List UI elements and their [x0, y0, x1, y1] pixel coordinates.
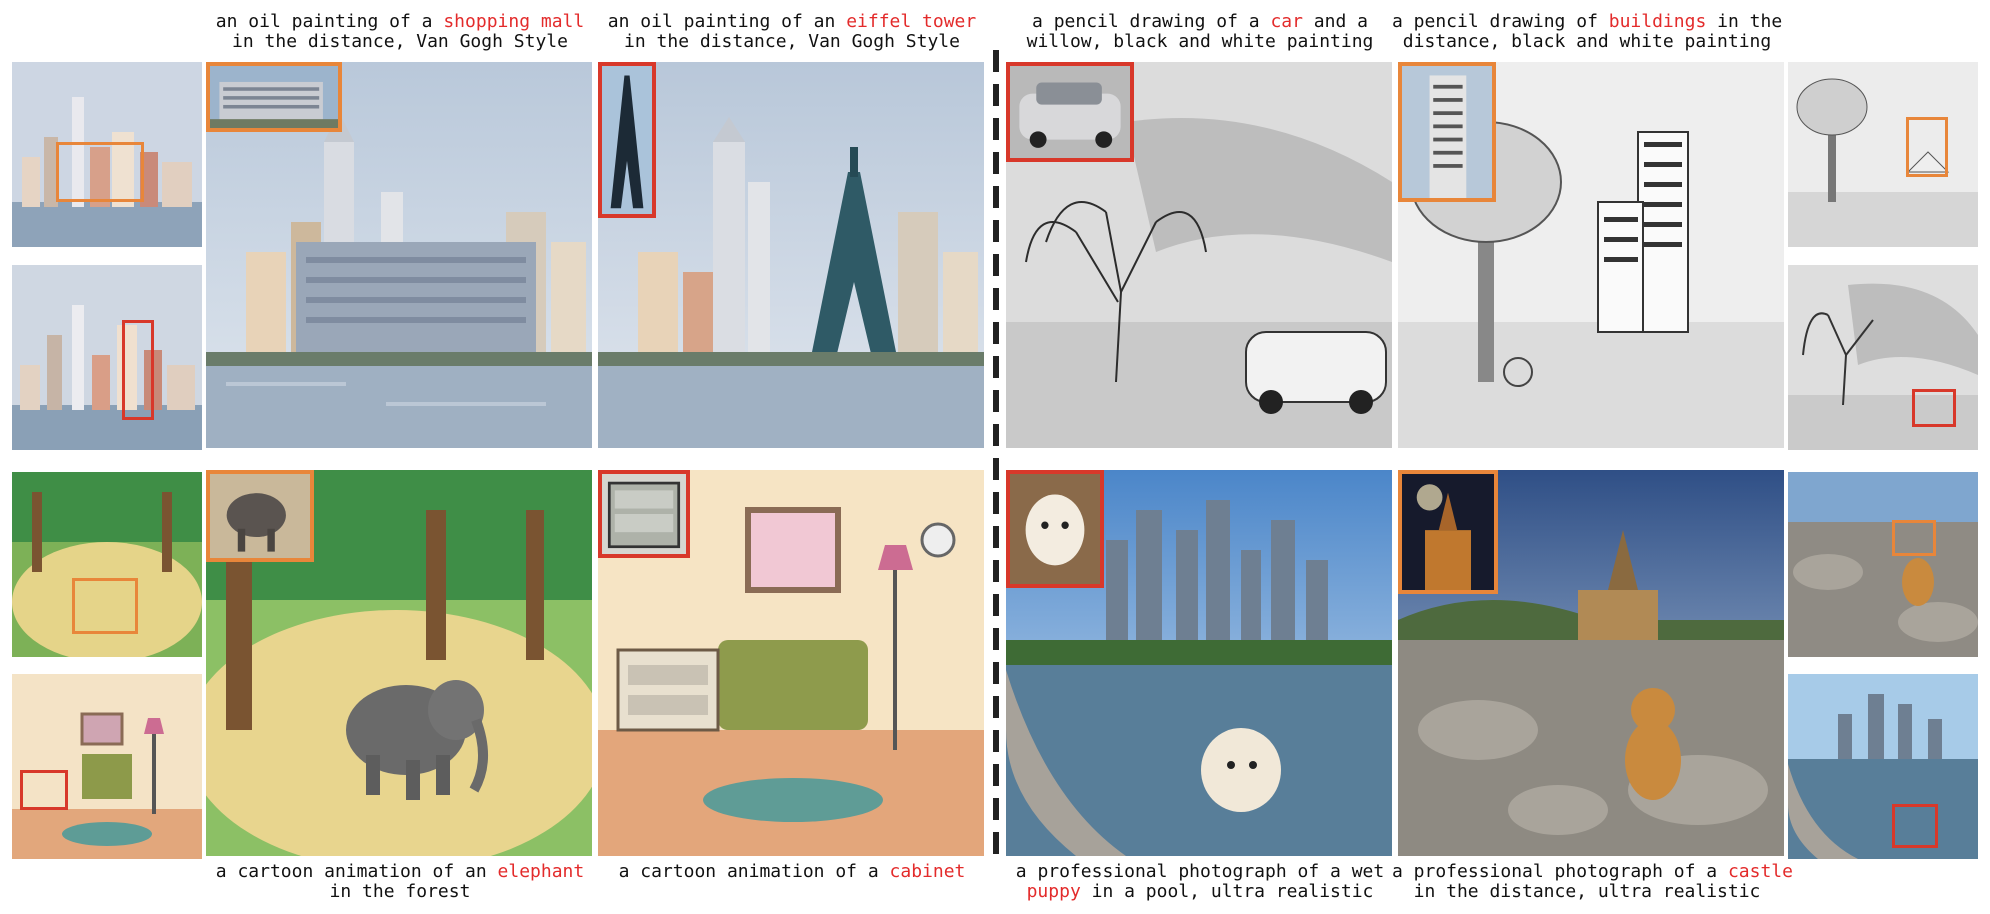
caption-top-4: a pencil drawing of buildings in the dis… [1392, 11, 1783, 52]
shopping-mall-reference-inset [206, 62, 342, 132]
elephant-reference-inset [206, 470, 314, 562]
caption-top-1: an oil painting of a shopping mall in th… [215, 11, 585, 52]
oil-painting-eiffel-tower-image [598, 62, 984, 448]
caption-top-3: a pencil drawing of a car and a willow, … [1026, 11, 1374, 52]
car-reference-inset [1006, 62, 1134, 162]
forest-layout-thumb [12, 472, 202, 657]
pencil-drawing-buildings-image [1398, 62, 1784, 448]
caption-bottom-2: a cartoon animation of a cabinet [618, 861, 966, 882]
room-layout-thumb [12, 674, 202, 859]
cartoon-elephant-forest-image [206, 470, 592, 856]
dashed-divider [993, 50, 999, 858]
pencil-layout-thumb-1 [1788, 62, 1978, 247]
photo-castle-teddy-image [1398, 470, 1784, 856]
eiffel-tower-reference-inset [598, 62, 656, 218]
caption-bottom-3: a professional photograph of a wet puppy… [1015, 861, 1385, 902]
caption-bottom-4: a professional photograph of a castle in… [1392, 861, 1793, 902]
city-layout-thumb-2 [12, 265, 202, 450]
city-layout-thumb-1 [12, 62, 202, 247]
caption-top-2: an oil painting of an eiffel tower in th… [607, 11, 977, 52]
puppy-reference-inset [1006, 470, 1104, 588]
buildings-reference-inset [1398, 62, 1496, 202]
oil-painting-shopping-mall-image [206, 62, 592, 448]
photo-wet-puppy-pool-image [1006, 470, 1392, 856]
pencil-layout-thumb-2 [1788, 265, 1978, 450]
pool-layout-thumb [1788, 674, 1978, 859]
pencil-drawing-car-willow-image [1006, 62, 1392, 448]
cartoon-cabinet-room-image [598, 470, 984, 856]
rocks-layout-thumb [1788, 472, 1978, 657]
caption-bottom-1: a cartoon animation of an elephant in th… [215, 861, 585, 902]
cabinet-reference-inset [598, 470, 690, 558]
castle-reference-inset [1398, 470, 1498, 594]
